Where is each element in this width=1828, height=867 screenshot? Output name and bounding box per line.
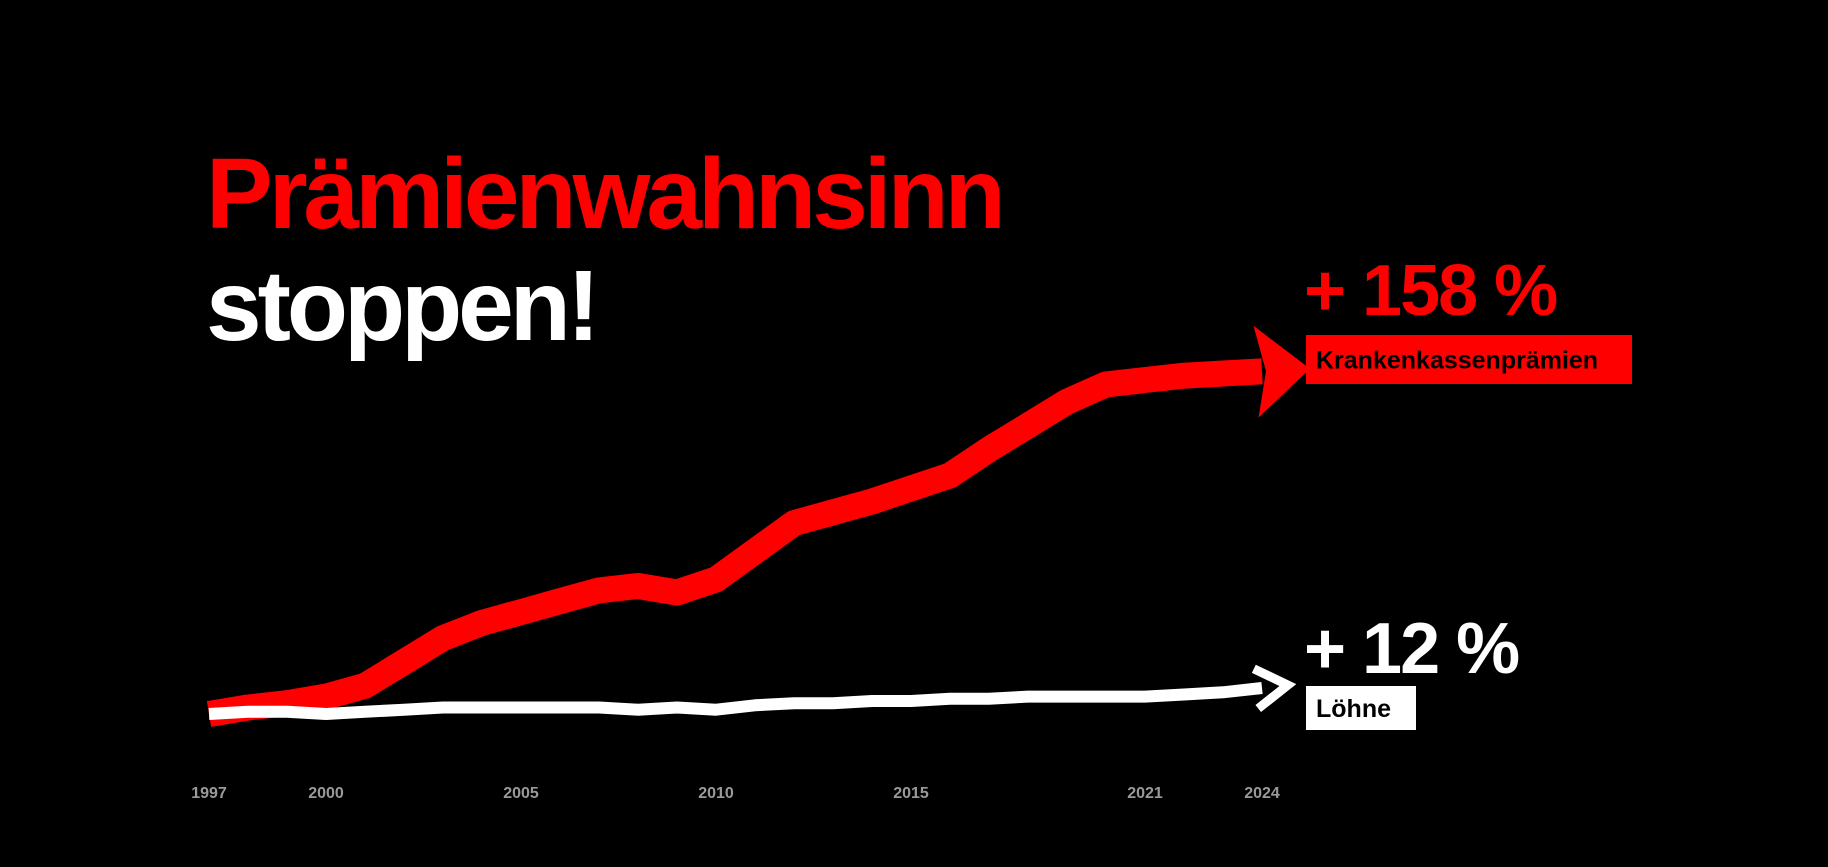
x-tick-label: 2000 xyxy=(308,785,344,802)
x-tick-label: 2024 xyxy=(1244,785,1280,802)
legend-label: Krankenkassenprämien xyxy=(1316,347,1598,375)
chart-title: Prämienwahnsinn xyxy=(206,138,1002,250)
x-tick-label: 2005 xyxy=(503,785,539,802)
series-line xyxy=(208,682,1263,720)
end-label: + 158 % xyxy=(1304,251,1557,331)
arrowhead xyxy=(1251,664,1297,713)
legend-label: Löhne xyxy=(1316,695,1391,723)
series-line xyxy=(206,358,1263,727)
x-tick-label: 1997 xyxy=(191,785,227,802)
arrowhead xyxy=(1253,325,1310,418)
legend-swatch xyxy=(1306,335,1632,384)
x-tick-label: 2015 xyxy=(893,785,929,802)
x-tick-label: 2021 xyxy=(1127,785,1163,802)
legend-swatch xyxy=(1306,686,1416,730)
x-tick-label: 2010 xyxy=(698,785,734,802)
end-label: + 12 % xyxy=(1304,609,1519,689)
chart-subtitle: stoppen! xyxy=(206,250,596,362)
